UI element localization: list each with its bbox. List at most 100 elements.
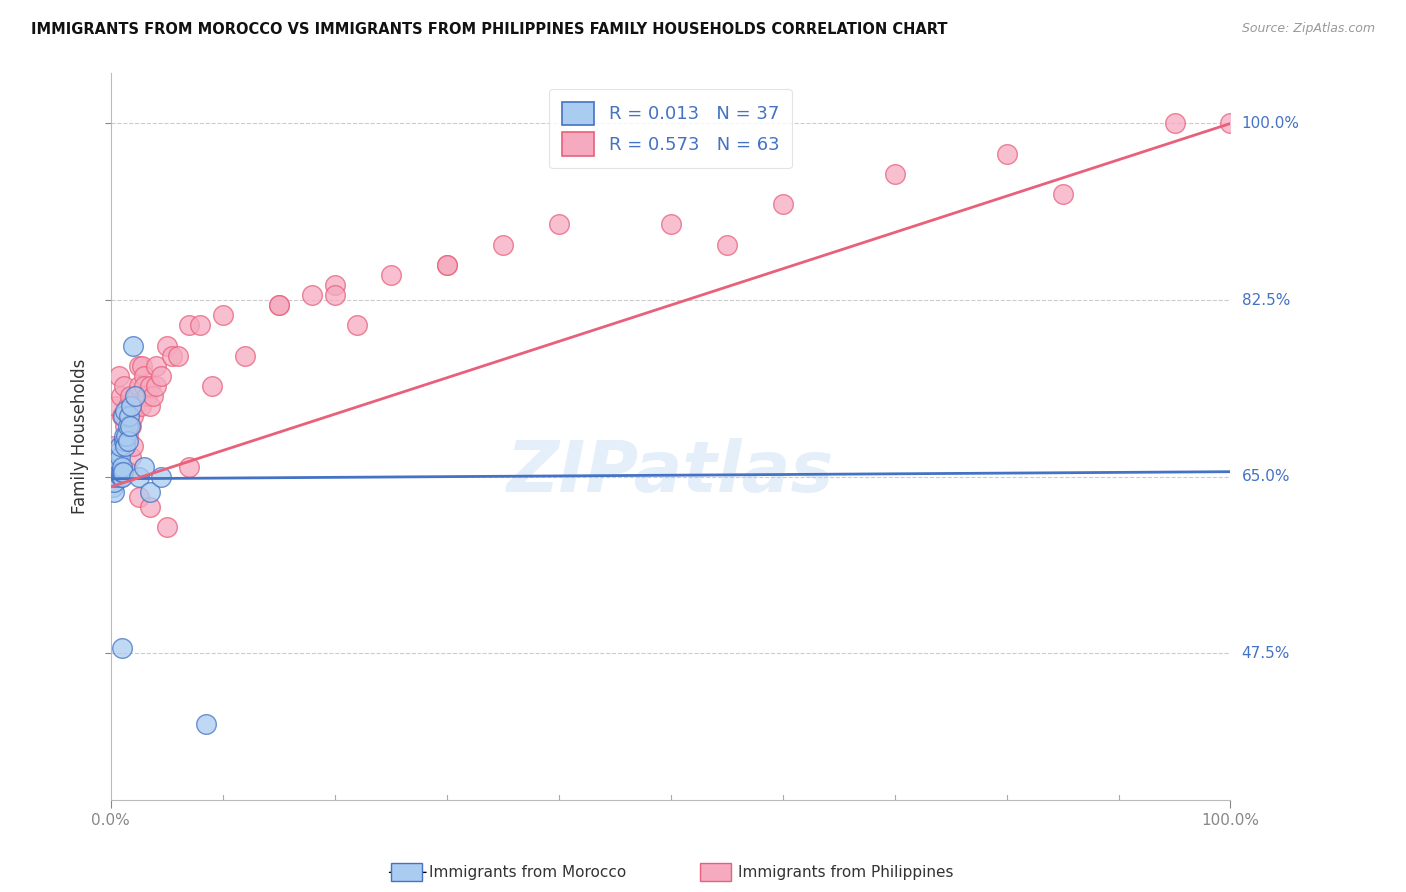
Point xyxy=(114,440,136,454)
Text: 65.0%: 65.0% xyxy=(1241,469,1291,484)
Point xyxy=(1163,116,1185,130)
Point xyxy=(122,409,145,424)
Point xyxy=(128,469,150,483)
Point xyxy=(142,389,165,403)
Point xyxy=(120,450,142,464)
Point xyxy=(128,379,150,393)
Point xyxy=(150,469,173,483)
Point xyxy=(323,288,346,302)
Point xyxy=(134,368,156,383)
Point xyxy=(110,465,132,479)
Text: Immigrants from Morocco: Immigrants from Morocco xyxy=(429,865,626,880)
Point xyxy=(120,419,142,434)
Point xyxy=(139,500,162,514)
Point xyxy=(139,379,162,393)
Point xyxy=(179,459,201,474)
Point xyxy=(120,399,142,413)
Point xyxy=(995,146,1018,161)
Point xyxy=(110,389,132,403)
Point xyxy=(125,389,148,403)
Point xyxy=(112,434,135,449)
Point xyxy=(111,465,134,479)
Point xyxy=(323,277,346,292)
Point xyxy=(108,450,131,464)
Point xyxy=(111,641,134,656)
Point xyxy=(179,318,201,333)
Point xyxy=(188,318,211,333)
Point xyxy=(716,237,738,252)
Point xyxy=(103,475,125,489)
Point xyxy=(114,419,136,434)
Point xyxy=(117,399,139,413)
Point xyxy=(380,268,402,282)
Point xyxy=(101,480,124,494)
Point xyxy=(117,419,139,434)
Legend: R = 0.013   N = 37, R = 0.573   N = 63: R = 0.013 N = 37, R = 0.573 N = 63 xyxy=(550,89,792,169)
Text: Immigrants from Philippines: Immigrants from Philippines xyxy=(738,865,953,880)
Point xyxy=(111,469,134,483)
Point xyxy=(128,490,150,504)
Point xyxy=(1052,187,1074,202)
Point xyxy=(111,409,134,424)
Text: 82.5%: 82.5% xyxy=(1241,293,1289,308)
Point xyxy=(883,167,905,181)
Point xyxy=(115,429,138,443)
Point xyxy=(122,440,145,454)
Point xyxy=(118,409,141,424)
Point xyxy=(103,484,125,499)
Point xyxy=(110,469,132,483)
Text: 100.0%: 100.0% xyxy=(1241,116,1299,131)
Text: IMMIGRANTS FROM MOROCCO VS IMMIGRANTS FROM PHILIPPINES FAMILY HOUSEHOLDS CORRELA: IMMIGRANTS FROM MOROCCO VS IMMIGRANTS FR… xyxy=(31,22,948,37)
Point xyxy=(200,379,222,393)
Point xyxy=(135,389,157,403)
Point xyxy=(107,454,129,468)
Point xyxy=(162,349,184,363)
Point xyxy=(108,440,131,454)
Point xyxy=(112,429,135,443)
Point xyxy=(134,379,156,393)
Point xyxy=(156,338,179,352)
Point xyxy=(128,359,150,373)
Point xyxy=(118,389,141,403)
Point xyxy=(118,419,141,434)
Point xyxy=(436,258,458,272)
Text: 47.5%: 47.5% xyxy=(1241,646,1289,661)
Point xyxy=(124,399,146,413)
Point xyxy=(145,379,167,393)
Point xyxy=(112,465,135,479)
Point xyxy=(139,399,162,413)
Point xyxy=(112,409,135,424)
Point xyxy=(346,318,368,333)
Point xyxy=(1219,116,1241,130)
Point xyxy=(150,368,173,383)
Point xyxy=(117,465,139,479)
Y-axis label: Family Households: Family Households xyxy=(72,359,89,514)
Point xyxy=(267,298,290,312)
Point xyxy=(108,440,131,454)
Point xyxy=(105,399,128,413)
Point xyxy=(772,197,794,211)
Point xyxy=(436,258,458,272)
Point xyxy=(105,465,128,479)
Point xyxy=(131,359,153,373)
Point xyxy=(111,440,134,454)
Point xyxy=(156,520,179,534)
Point xyxy=(547,218,569,232)
Point xyxy=(233,349,256,363)
Point xyxy=(145,359,167,373)
Point xyxy=(107,444,129,458)
Point xyxy=(492,237,515,252)
Text: ZIPatlas: ZIPatlas xyxy=(508,438,834,508)
Point xyxy=(107,368,129,383)
Point xyxy=(122,338,145,352)
Point xyxy=(103,440,125,454)
Text: Source: ZipAtlas.com: Source: ZipAtlas.com xyxy=(1241,22,1375,36)
Point xyxy=(301,288,323,302)
Point xyxy=(117,429,139,443)
Point xyxy=(659,218,682,232)
Point xyxy=(267,298,290,312)
Point xyxy=(111,459,134,474)
Point xyxy=(117,434,139,449)
Point xyxy=(211,308,233,322)
Point xyxy=(124,389,146,403)
